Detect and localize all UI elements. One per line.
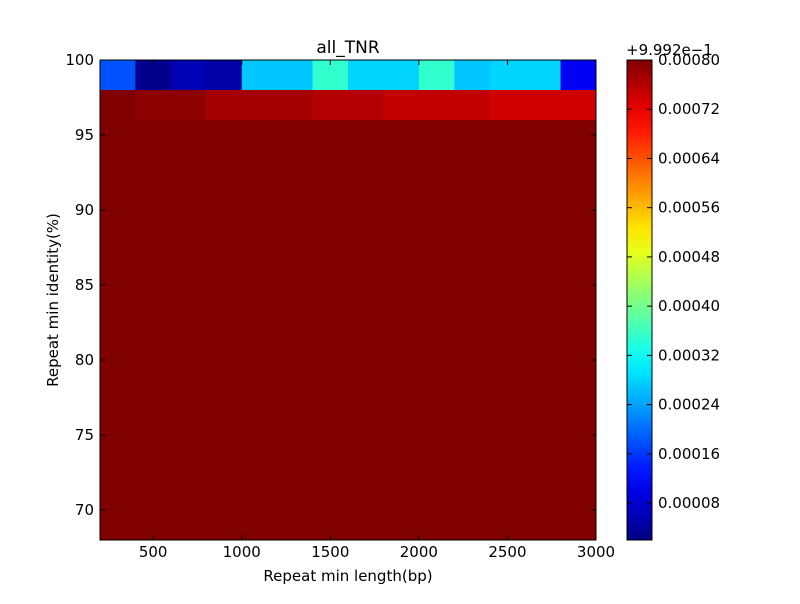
heatmap-cell — [348, 90, 384, 121]
heatmap-cell — [489, 120, 526, 541]
x-axis-label: Repeat min length(bp) — [263, 567, 432, 585]
heatmap-cell — [312, 60, 349, 91]
heatmap-cell — [525, 90, 562, 121]
heatmap-cell — [170, 60, 207, 91]
heatmap-cell — [489, 90, 526, 121]
heatmap-cell — [100, 120, 136, 541]
y-tick-label: 85 — [75, 276, 94, 294]
x-tick-label: 3000 — [577, 543, 615, 561]
heatmap-cell — [277, 90, 314, 121]
colorbar-tick-label: 0.00016 — [658, 445, 720, 463]
colorbar-tick-label: 0.00040 — [658, 297, 720, 315]
heatmap-cell — [383, 60, 420, 91]
heatmap-cell — [418, 60, 455, 91]
heatmap-cell — [135, 60, 172, 91]
heatmap-cell — [454, 120, 491, 541]
heatmap-cell — [241, 60, 278, 91]
heatmap-cell — [100, 60, 136, 91]
heatmap-cell — [241, 120, 278, 541]
heatmap-cell — [277, 120, 314, 541]
x-tick-label: 1000 — [223, 543, 261, 561]
colorbar-tick-label: 0.00032 — [658, 346, 720, 364]
heatmap-cell — [100, 90, 136, 121]
heatmap-cell — [418, 120, 455, 541]
heatmap-cell — [277, 60, 314, 91]
x-tick-label: 2000 — [400, 543, 438, 561]
colorbar-tick-label: 0.00080 — [658, 51, 720, 69]
heatmap-cell — [312, 120, 349, 541]
heatmap-cell — [135, 90, 172, 121]
heatmap-cell — [170, 120, 207, 541]
y-tick-label: 70 — [75, 501, 94, 519]
heatmap-cell — [560, 120, 597, 541]
colorbar-tick-label: 0.00056 — [658, 199, 720, 217]
colorbar-offset-label: +9.992e−1 — [626, 41, 713, 59]
heatmap-cell — [560, 60, 597, 91]
heatmap-cell — [170, 90, 207, 121]
colorbar-gradient — [626, 59, 653, 541]
x-tick-label: 1500 — [311, 543, 349, 561]
heatmap-cell — [206, 90, 243, 121]
y-tick-label: 80 — [75, 351, 94, 369]
heatmap-cell — [454, 60, 491, 91]
plot-frame — [99, 59, 597, 541]
heatmap-cell — [454, 90, 491, 121]
heatmap-cell — [348, 120, 384, 541]
heatmap-cell — [206, 120, 243, 541]
heatmap-cell — [383, 120, 420, 541]
heatmap-cell — [525, 120, 562, 541]
heatmap-cell — [525, 60, 562, 91]
heatmap-cells — [100, 60, 597, 541]
y-tick-label: 90 — [75, 201, 94, 219]
y-tick-label: 75 — [75, 426, 94, 444]
colorbar: 0.00008 0.00016 0.00024 0.00032 0.00040 0.000… — [626, 51, 720, 541]
heatmap-cell — [489, 60, 526, 91]
heatmap-cell — [135, 120, 172, 541]
heatmap-cell — [206, 60, 243, 91]
heatmap-cell — [383, 90, 420, 121]
heatmap-cell — [312, 90, 349, 121]
colorbar-tick-label: 0.00072 — [658, 100, 720, 118]
y-tick-label: 100 — [65, 51, 94, 69]
heatmap-cell — [241, 90, 278, 121]
colorbar-tick-label: 0.00024 — [658, 396, 720, 414]
x-tick-label: 2500 — [488, 543, 526, 561]
colorbar-tick-label: 0.00048 — [658, 248, 720, 266]
axes: 500 1000 1500 2000 2500 3000 70 75 80 85 90 95 100 — [65, 51, 615, 561]
heatmap-cell — [348, 60, 384, 91]
heatmap-cell — [418, 90, 455, 121]
colorbar-tick-label: 0.00064 — [658, 149, 720, 167]
y-tick-label: 95 — [75, 126, 94, 144]
colorbar-tick-label: 0.00008 — [658, 494, 720, 512]
chart-title: all_TNR — [316, 38, 379, 58]
x-tick-label: 500 — [139, 543, 168, 561]
heatmap-cell — [560, 90, 597, 121]
y-axis-label: Repeat min identity(%) — [44, 213, 62, 387]
